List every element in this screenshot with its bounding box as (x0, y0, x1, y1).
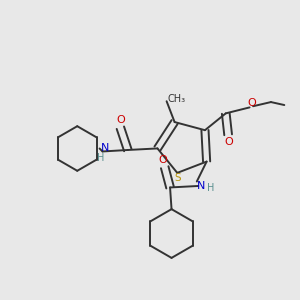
Text: N: N (197, 181, 206, 191)
Text: O: O (159, 155, 168, 165)
Text: H: H (207, 183, 214, 193)
Text: O: O (248, 98, 256, 108)
Text: S: S (175, 173, 181, 183)
Text: O: O (225, 137, 233, 147)
Text: O: O (116, 115, 125, 125)
Text: CH₃: CH₃ (167, 94, 185, 104)
Text: H: H (97, 153, 105, 163)
Text: N: N (101, 143, 110, 154)
